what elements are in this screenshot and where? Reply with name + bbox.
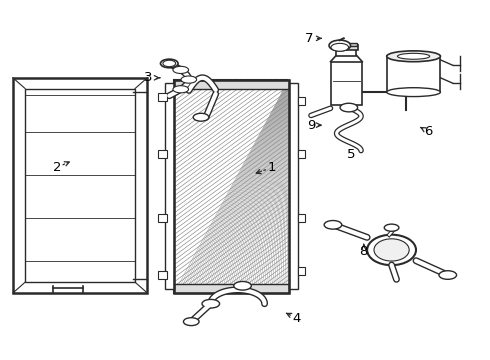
Ellipse shape bbox=[163, 60, 175, 67]
Ellipse shape bbox=[329, 40, 350, 51]
Bar bbox=[336, 49, 356, 56]
Text: 9: 9 bbox=[307, 119, 315, 132]
Text: 2: 2 bbox=[52, 161, 61, 174]
Bar bbox=[298, 267, 305, 275]
Text: 1: 1 bbox=[268, 161, 276, 174]
Bar bbox=[158, 214, 167, 222]
Ellipse shape bbox=[397, 53, 430, 59]
Ellipse shape bbox=[387, 88, 441, 96]
Bar bbox=[25, 89, 135, 282]
Ellipse shape bbox=[439, 271, 457, 279]
Ellipse shape bbox=[367, 235, 416, 265]
Bar bbox=[174, 80, 289, 293]
Ellipse shape bbox=[340, 103, 358, 112]
Ellipse shape bbox=[173, 86, 189, 93]
Ellipse shape bbox=[387, 51, 441, 62]
Bar bbox=[13, 78, 147, 293]
Ellipse shape bbox=[202, 300, 220, 308]
Ellipse shape bbox=[384, 224, 399, 231]
Ellipse shape bbox=[183, 318, 199, 325]
Bar bbox=[298, 214, 305, 222]
Bar bbox=[174, 284, 289, 293]
Bar bbox=[174, 80, 289, 293]
Text: 6: 6 bbox=[424, 125, 432, 138]
Bar bbox=[335, 43, 357, 46]
Bar bbox=[334, 45, 358, 50]
Bar bbox=[158, 271, 167, 279]
Text: 5: 5 bbox=[347, 148, 356, 161]
Text: 8: 8 bbox=[360, 244, 368, 257]
Bar bbox=[174, 80, 289, 293]
Text: 7: 7 bbox=[305, 32, 314, 45]
Text: 4: 4 bbox=[292, 311, 300, 325]
Ellipse shape bbox=[234, 282, 251, 290]
Bar bbox=[158, 150, 167, 158]
Bar bbox=[174, 80, 289, 89]
Ellipse shape bbox=[331, 43, 348, 51]
Ellipse shape bbox=[181, 76, 196, 83]
Bar bbox=[289, 83, 298, 289]
Ellipse shape bbox=[193, 113, 209, 121]
Bar bbox=[298, 150, 305, 158]
Bar bbox=[158, 93, 167, 101]
Text: 3: 3 bbox=[144, 71, 152, 84]
Bar bbox=[387, 56, 441, 92]
Ellipse shape bbox=[324, 221, 342, 229]
Ellipse shape bbox=[374, 239, 409, 261]
Ellipse shape bbox=[173, 66, 189, 73]
Ellipse shape bbox=[160, 59, 178, 68]
Bar bbox=[165, 83, 174, 289]
Bar bbox=[331, 62, 362, 105]
Bar bbox=[298, 97, 305, 105]
